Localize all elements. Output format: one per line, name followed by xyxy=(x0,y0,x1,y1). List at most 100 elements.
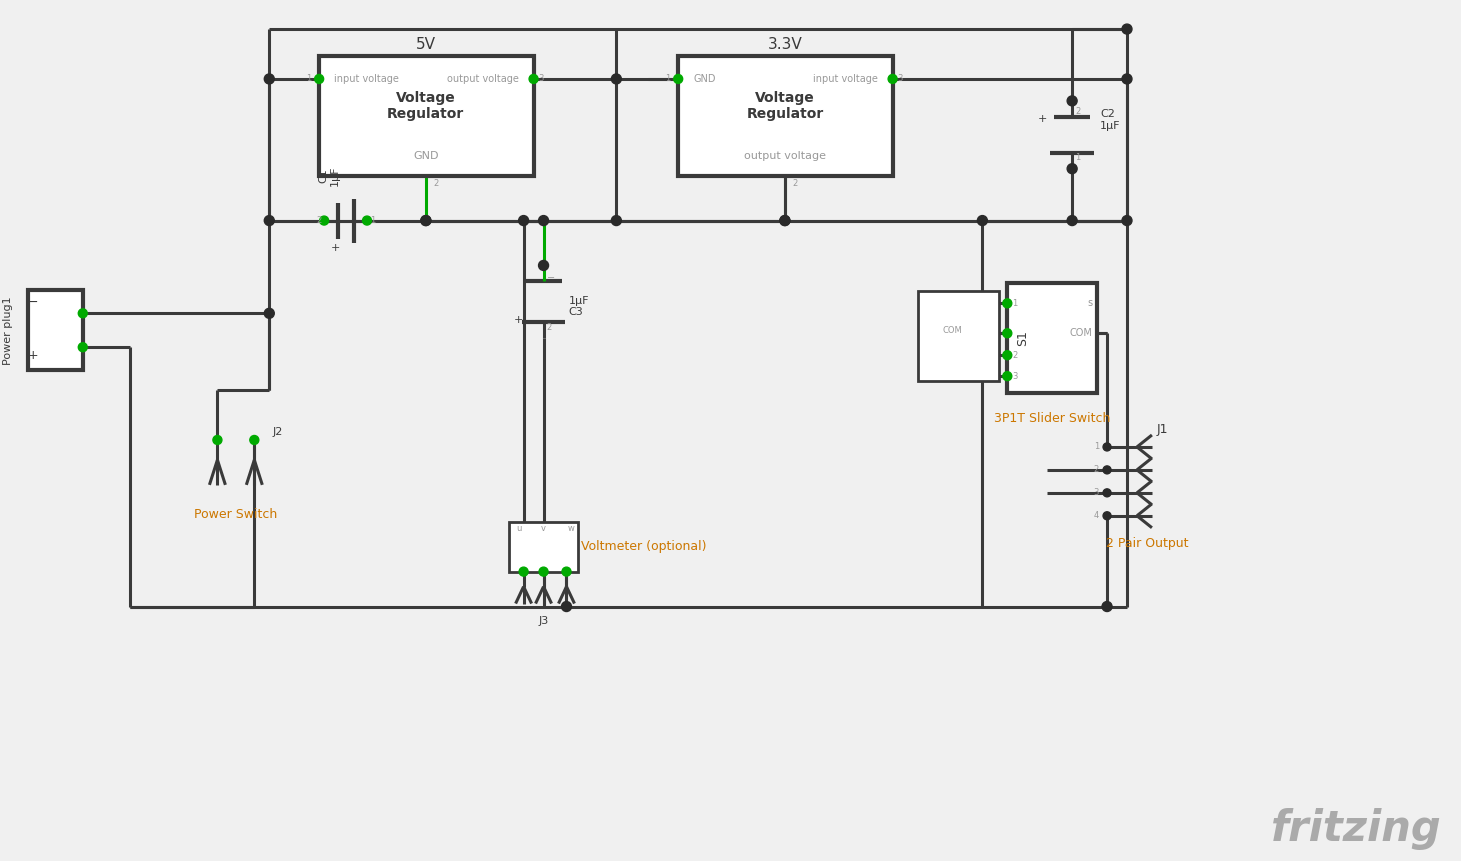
Text: s: s xyxy=(1087,299,1091,308)
Circle shape xyxy=(264,74,275,84)
Circle shape xyxy=(79,343,88,351)
Circle shape xyxy=(539,567,548,576)
Circle shape xyxy=(1122,215,1132,226)
Circle shape xyxy=(1002,350,1012,360)
Text: 2: 2 xyxy=(546,323,552,331)
Circle shape xyxy=(519,215,529,226)
Text: Voltage
Regulator: Voltage Regulator xyxy=(747,90,824,121)
Circle shape xyxy=(780,215,790,226)
Circle shape xyxy=(1067,96,1077,106)
Bar xyxy=(678,56,893,176)
Text: +: + xyxy=(514,315,523,325)
Text: 4: 4 xyxy=(1094,511,1099,520)
Text: 3: 3 xyxy=(539,74,543,84)
Text: 3.3V: 3.3V xyxy=(767,36,802,52)
Circle shape xyxy=(264,215,275,226)
Text: 3P1T Slider Switch: 3P1T Slider Switch xyxy=(993,412,1110,424)
Text: 2 Pair Output: 2 Pair Output xyxy=(1106,537,1188,550)
Text: 2: 2 xyxy=(1094,466,1099,474)
Text: COM: COM xyxy=(942,325,963,335)
Text: v: v xyxy=(541,524,546,533)
Text: −: − xyxy=(546,274,555,283)
Text: 3: 3 xyxy=(1094,488,1099,498)
Circle shape xyxy=(1103,443,1110,451)
Text: output voltage: output voltage xyxy=(744,151,825,161)
Text: 2: 2 xyxy=(434,179,440,189)
Circle shape xyxy=(529,74,538,84)
Bar xyxy=(28,290,83,370)
Bar xyxy=(508,522,579,572)
Circle shape xyxy=(562,567,571,576)
Text: input voltage: input voltage xyxy=(812,74,878,84)
Circle shape xyxy=(1103,489,1110,497)
Text: J3: J3 xyxy=(539,616,549,627)
Bar xyxy=(1007,283,1097,393)
Text: output voltage: output voltage xyxy=(447,74,519,84)
Circle shape xyxy=(1103,466,1110,474)
Text: Voltmeter (optional): Voltmeter (optional) xyxy=(580,540,706,553)
Text: J2: J2 xyxy=(272,427,282,437)
Circle shape xyxy=(519,567,527,576)
Text: 1μF
C3: 1μF C3 xyxy=(568,295,589,317)
Text: 1: 1 xyxy=(1012,299,1017,308)
Text: −: − xyxy=(28,296,38,309)
Text: Power plug1: Power plug1 xyxy=(3,296,13,364)
Circle shape xyxy=(539,261,548,270)
Text: C2
1μF: C2 1μF xyxy=(1100,109,1121,131)
Circle shape xyxy=(1067,164,1077,174)
Text: w: w xyxy=(568,524,576,533)
Text: u: u xyxy=(516,524,522,533)
Text: 3: 3 xyxy=(1012,372,1018,381)
Text: input voltage: input voltage xyxy=(335,74,399,84)
Text: +: + xyxy=(1037,114,1048,124)
Bar xyxy=(918,291,999,381)
Circle shape xyxy=(1002,372,1012,381)
Text: 1: 1 xyxy=(665,74,671,84)
Circle shape xyxy=(314,74,324,84)
Text: S1: S1 xyxy=(1015,331,1029,346)
Circle shape xyxy=(79,309,88,318)
Circle shape xyxy=(611,74,621,84)
Text: fritzing: fritzing xyxy=(1271,808,1442,850)
Text: 3: 3 xyxy=(897,74,903,84)
Text: 1: 1 xyxy=(1094,443,1099,451)
Circle shape xyxy=(1002,329,1012,338)
Circle shape xyxy=(213,436,222,444)
Circle shape xyxy=(1103,511,1110,520)
Text: C1
1μF: C1 1μF xyxy=(318,165,340,186)
Circle shape xyxy=(977,215,988,226)
Circle shape xyxy=(421,215,431,226)
Circle shape xyxy=(1002,299,1012,308)
Text: 1: 1 xyxy=(305,74,311,84)
Circle shape xyxy=(1122,74,1132,84)
Circle shape xyxy=(1102,602,1112,611)
Circle shape xyxy=(1067,215,1077,226)
Circle shape xyxy=(611,215,621,226)
Circle shape xyxy=(421,215,431,226)
Text: Power Switch: Power Switch xyxy=(194,508,278,521)
Text: 1: 1 xyxy=(370,216,375,225)
Circle shape xyxy=(250,436,259,444)
Circle shape xyxy=(780,215,790,226)
Text: +: + xyxy=(28,349,38,362)
Circle shape xyxy=(674,74,682,84)
Circle shape xyxy=(1122,24,1132,34)
Circle shape xyxy=(888,74,897,84)
Circle shape xyxy=(320,216,329,225)
Circle shape xyxy=(362,216,371,225)
Text: Voltage
Regulator: Voltage Regulator xyxy=(387,90,465,121)
Text: GND: GND xyxy=(413,151,438,161)
Circle shape xyxy=(539,215,548,226)
Text: 5V: 5V xyxy=(416,36,435,52)
Bar xyxy=(318,56,533,176)
Text: COM: COM xyxy=(1069,328,1091,338)
Text: +: + xyxy=(332,244,340,253)
Text: 1: 1 xyxy=(1075,153,1080,162)
Text: GND: GND xyxy=(693,74,716,84)
Text: 2: 2 xyxy=(793,179,798,189)
Text: 2: 2 xyxy=(1012,350,1017,360)
Text: 2: 2 xyxy=(1075,108,1080,116)
Circle shape xyxy=(561,602,571,611)
Text: J1: J1 xyxy=(1156,423,1167,436)
Circle shape xyxy=(264,308,275,319)
